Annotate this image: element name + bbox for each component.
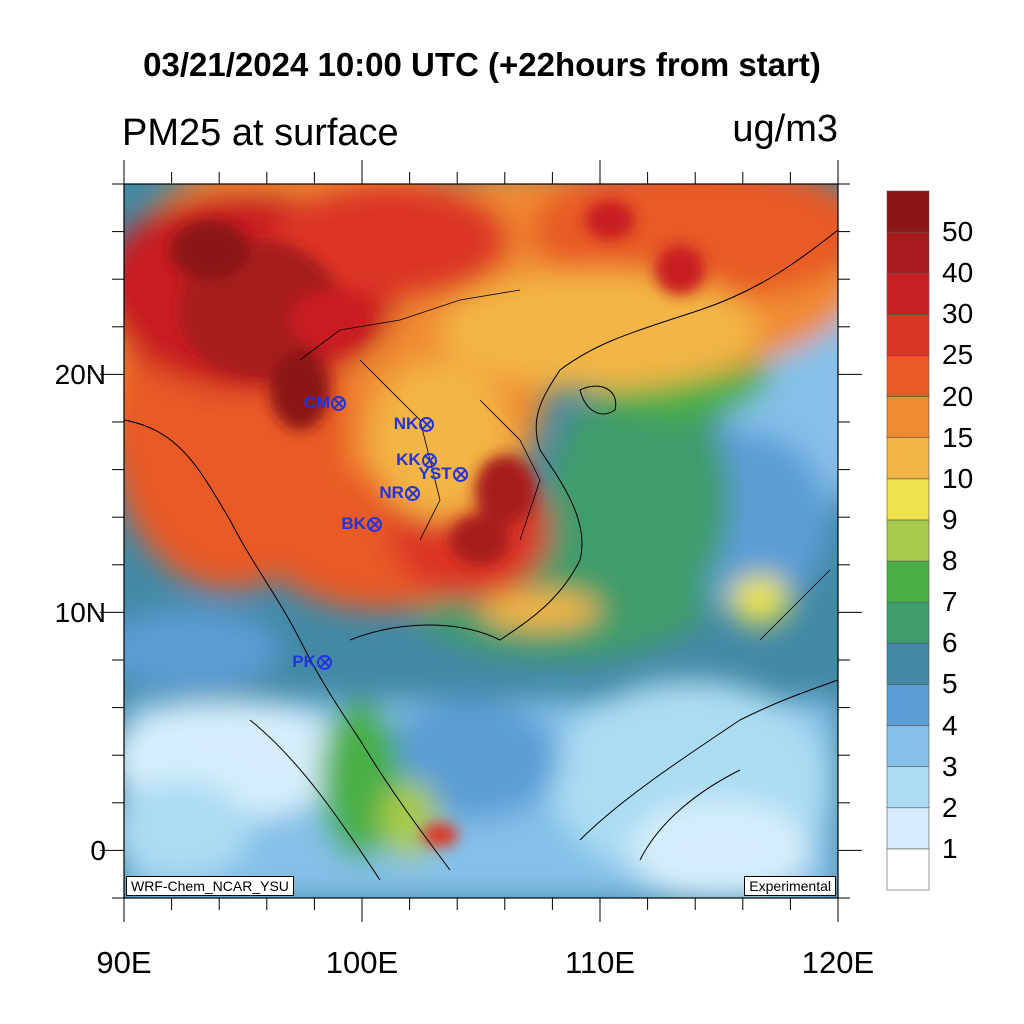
- colorbar-swatch: [886, 272, 930, 315]
- colorbar: [886, 190, 930, 891]
- model-watermark: WRF-Chem_NCAR_YSU: [126, 876, 294, 896]
- axis-ticks: [100, 160, 862, 922]
- colorbar-swatch: [886, 684, 930, 726]
- station-crosshair-icon: [316, 655, 332, 671]
- units-label: ug/m3: [732, 108, 838, 150]
- coastlines: [124, 229, 838, 881]
- colorbar-swatch: [886, 807, 930, 850]
- colorbar-swatch: [886, 231, 930, 274]
- station-marker: CM: [303, 392, 347, 413]
- colorbar-swatch: [886, 642, 930, 685]
- colorbar-level-label: 6: [942, 627, 958, 659]
- x-tick-label: 110E: [564, 945, 636, 980]
- colorbar-level-label: 3: [942, 750, 958, 782]
- colorbar-level-label: 25: [942, 339, 974, 371]
- colorbar-swatch: [886, 560, 930, 603]
- colorbar-level-label: 4: [942, 709, 958, 741]
- station-crosshair-icon: [419, 417, 435, 433]
- colorbar-swatch: [886, 190, 930, 233]
- variable-title: PM25 at surface: [122, 112, 399, 154]
- colorbar-level-label: 1: [942, 832, 958, 864]
- colorbar-level-label: 5: [942, 668, 958, 700]
- station-label: NK: [393, 414, 419, 434]
- station-marker: NK: [394, 414, 435, 434]
- colorbar-level-label: 40: [942, 257, 974, 289]
- colorbar-swatch: [886, 314, 930, 356]
- y-tick-label: 20N: [54, 359, 106, 390]
- colorbar-swatch: [886, 725, 930, 767]
- colorbar-level-label: 50: [942, 216, 974, 248]
- station-crosshair-icon: [366, 517, 382, 533]
- colorbar-swatch: [886, 519, 930, 562]
- station-marker: PK: [292, 652, 332, 672]
- station-crosshair-icon: [421, 453, 437, 469]
- station-marker: BK: [341, 514, 382, 534]
- colorbar-level-label: 20: [942, 380, 974, 412]
- station-crosshair-icon: [404, 486, 420, 502]
- station-crosshair-icon: [452, 467, 468, 483]
- colorbar-swatch: [886, 478, 930, 521]
- colorbar-level-label: 10: [942, 462, 974, 494]
- colorbar-swatch: [886, 601, 930, 644]
- station-label: YST: [418, 464, 452, 484]
- pm25-field: [124, 184, 838, 898]
- colorbar-level-label: 30: [942, 298, 974, 330]
- station-crosshair-icon: [331, 395, 347, 411]
- station-label: CM: [303, 392, 331, 412]
- x-tick-label: 90E: [96, 945, 152, 980]
- x-tick-label: 100E: [325, 945, 399, 980]
- station-label: BK: [341, 514, 366, 534]
- colorbar-level-label: 8: [942, 545, 958, 577]
- station-label: PK: [292, 652, 316, 672]
- station-marker: YST: [419, 464, 468, 484]
- station-marker: KK: [396, 450, 437, 470]
- y-tick-label: 10N: [54, 597, 106, 628]
- experimental-watermark: Experimental: [744, 876, 836, 896]
- colorbar-level-label: 9: [942, 503, 958, 535]
- colorbar-swatch: [886, 437, 930, 480]
- colorbar-swatch: [886, 355, 930, 397]
- x-tick-label: 120E: [801, 945, 875, 980]
- station-marker: NR: [379, 483, 420, 503]
- plot-title: 03/21/2024 10:00 UTC (+22hours from star…: [143, 46, 821, 83]
- colorbar-level-label: 2: [942, 791, 958, 823]
- map-frame: [123, 183, 839, 899]
- colorbar-level-label: 7: [942, 586, 958, 618]
- colorbar-swatch: [886, 396, 930, 439]
- y-tick-label: 0: [90, 835, 106, 866]
- colorbar-swatch: [886, 766, 930, 809]
- station-label: KK: [396, 450, 421, 470]
- station-label: NR: [379, 483, 404, 503]
- colorbar-swatch: [886, 848, 930, 891]
- colorbar-level-label: 15: [942, 421, 974, 453]
